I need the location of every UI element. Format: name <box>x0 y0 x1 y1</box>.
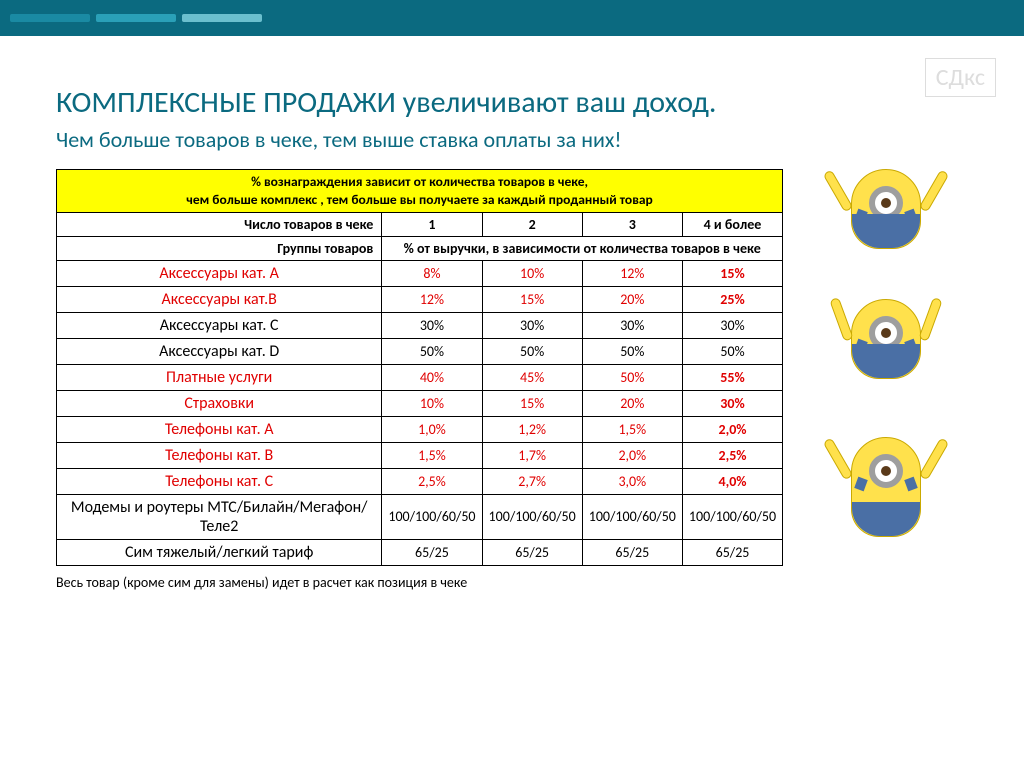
row-name: Модемы и роутеры МТС/Билайн/Мегафон/Теле… <box>57 494 382 539</box>
row-name: Аксессуары кат. А <box>57 260 382 286</box>
table-row: Страховки10%15%20%30% <box>57 390 783 416</box>
table-row: Аксессуары кат.В12%15%20%25% <box>57 286 783 312</box>
row-value: 3,0% <box>582 468 682 494</box>
row-value: 2,0% <box>682 416 782 442</box>
row-value: 15% <box>482 286 582 312</box>
table-header-banner: % вознаграждения зависит от количества т… <box>57 169 783 212</box>
table-row: Аксессуары кат. D50%50%50%50% <box>57 338 783 364</box>
row-name: Сим тяжелый/легкий тариф <box>57 539 382 565</box>
row-value: 2,7% <box>482 468 582 494</box>
row-value: 30% <box>682 312 782 338</box>
row-name: Страховки <box>57 390 382 416</box>
row-value: 1,0% <box>382 416 482 442</box>
row-name: Аксессуары кат. D <box>57 338 382 364</box>
row-value: 4,0% <box>682 468 782 494</box>
percent-note: % от выручки, в зависимости от количеств… <box>382 236 783 260</box>
row-value: 45% <box>482 364 582 390</box>
table-row: Платные услуги40%45%50%55% <box>57 364 783 390</box>
table-row-groups: Группы товаров % от выручки, в зависимос… <box>57 236 783 260</box>
row-name: Платные услуги <box>57 364 382 390</box>
row-value: 100/100/60/50 <box>382 494 482 539</box>
row-value: 100/100/60/50 <box>682 494 782 539</box>
table-header-line1: % вознаграждения зависит от количества т… <box>251 173 588 190</box>
group-label: Группы товаров <box>57 236 382 260</box>
footnote: Весь товар (кроме сим для замены) идет в… <box>56 574 783 591</box>
row-value: 1,5% <box>382 442 482 468</box>
minion-bottom <box>841 437 931 537</box>
row-value: 15% <box>682 260 782 286</box>
row-value: 30% <box>482 312 582 338</box>
slide-title: КОМПЛЕКСНЫЕ ПРОДАЖИ увеличивают ваш дохо… <box>56 84 968 122</box>
row-value: 50% <box>382 338 482 364</box>
minion-top <box>841 169 931 249</box>
row-value: 100/100/60/50 <box>582 494 682 539</box>
watermark: СДкс <box>925 58 996 97</box>
row-value: 12% <box>582 260 682 286</box>
minions-illustration <box>803 169 968 579</box>
row-value: 65/25 <box>382 539 482 565</box>
col-1: 1 <box>382 212 482 236</box>
row-value: 15% <box>482 390 582 416</box>
row-name: Телефоны кат. В <box>57 442 382 468</box>
table-row: Аксессуары кат. С30%30%30%30% <box>57 312 783 338</box>
row-name: Аксессуары кат. С <box>57 312 382 338</box>
row-value: 8% <box>382 260 482 286</box>
table-row: Аксессуары кат. А8%10%12%15% <box>57 260 783 286</box>
commission-table: % вознаграждения зависит от количества т… <box>56 169 783 566</box>
table-row-columns: Число товаров в чеке 1 2 3 4 и более <box>57 212 783 236</box>
row-value: 50% <box>482 338 582 364</box>
count-label: Число товаров в чеке <box>57 212 382 236</box>
row-value: 2,5% <box>682 442 782 468</box>
row-value: 65/25 <box>482 539 582 565</box>
row-value: 50% <box>682 338 782 364</box>
table-row: Телефоны кат. В1,5%1,7%2,0%2,5% <box>57 442 783 468</box>
row-value: 30% <box>382 312 482 338</box>
table-row: Телефоны кат. А1,0%1,2%1,5%2,0% <box>57 416 783 442</box>
row-value: 30% <box>582 312 682 338</box>
row-name: Телефоны кат. А <box>57 416 382 442</box>
top-bar-accent <box>10 14 268 22</box>
row-name: Телефоны кат. С <box>57 468 382 494</box>
table-header-line2: чем больше комплекс , тем больше вы полу… <box>186 191 652 208</box>
row-value: 20% <box>582 390 682 416</box>
row-value: 50% <box>582 338 682 364</box>
col-2: 2 <box>482 212 582 236</box>
table-row: Телефоны кат. С2,5%2,7%3,0%4,0% <box>57 468 783 494</box>
row-name: Аксессуары кат.В <box>57 286 382 312</box>
row-value: 50% <box>582 364 682 390</box>
row-value: 10% <box>482 260 582 286</box>
row-value: 20% <box>582 286 682 312</box>
row-value: 25% <box>682 286 782 312</box>
row-value: 1,7% <box>482 442 582 468</box>
row-value: 2,5% <box>382 468 482 494</box>
slide-subtitle: Чем больше товаров в чеке, тем выше став… <box>56 126 968 153</box>
row-value: 100/100/60/50 <box>482 494 582 539</box>
row-value: 1,2% <box>482 416 582 442</box>
row-value: 2,0% <box>582 442 682 468</box>
col-3: 3 <box>582 212 682 236</box>
row-value: 55% <box>682 364 782 390</box>
illustration-area <box>803 169 968 591</box>
row-value: 30% <box>682 390 782 416</box>
table-row: Модемы и роутеры МТС/Билайн/Мегафон/Теле… <box>57 494 783 539</box>
top-bar <box>0 0 1024 36</box>
table-row: Сим тяжелый/легкий тариф65/2565/2565/256… <box>57 539 783 565</box>
col-4: 4 и более <box>682 212 782 236</box>
row-value: 40% <box>382 364 482 390</box>
row-value: 1,5% <box>582 416 682 442</box>
row-value: 65/25 <box>682 539 782 565</box>
row-value: 65/25 <box>582 539 682 565</box>
row-value: 10% <box>382 390 482 416</box>
slide: КОМПЛЕКСНЫЕ ПРОДАЖИ увеличивают ваш дохо… <box>0 36 1024 591</box>
minion-middle <box>841 299 931 379</box>
row-value: 12% <box>382 286 482 312</box>
